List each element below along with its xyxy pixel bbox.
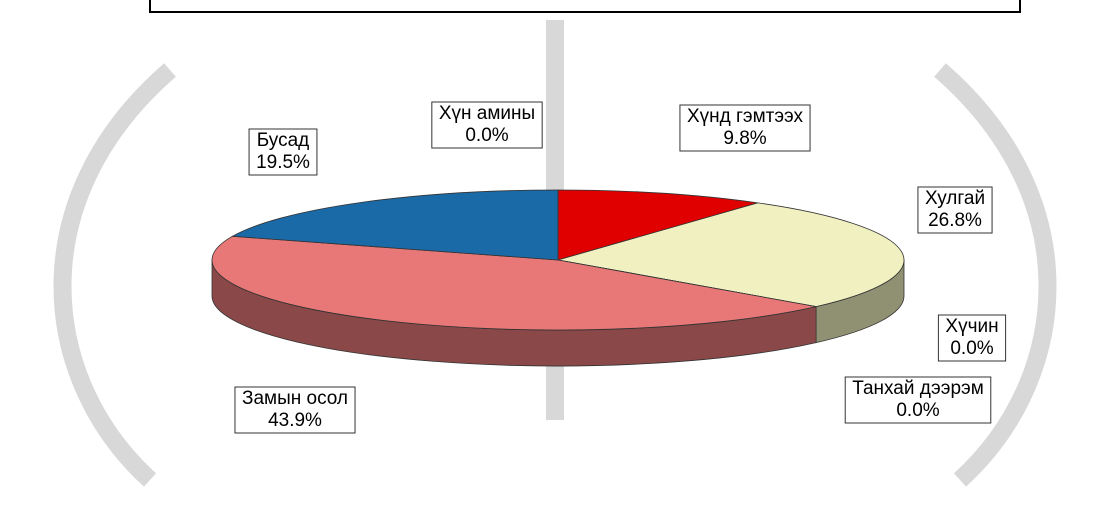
value-label: 0.0%: [896, 400, 939, 421]
value-label: 26.8%: [928, 210, 982, 231]
label-box: [679, 104, 811, 152]
slice-label: Хулгай: [925, 188, 985, 209]
value-label: 0.0%: [950, 338, 993, 359]
label-box: [917, 186, 993, 234]
wreath-right: [934, 63, 1057, 487]
label-box: [248, 128, 318, 176]
title-box: [149, 0, 1021, 13]
wreath-left: [53, 63, 176, 487]
value-label: 0.0%: [465, 125, 508, 146]
value-label: 9.8%: [723, 128, 766, 149]
slice-label: Замын осол: [242, 388, 348, 409]
label-box: [844, 376, 992, 424]
pie: [211, 189, 905, 367]
label-box: [431, 101, 543, 149]
slice-label: Хүчин: [945, 316, 998, 337]
slice-label: Бусад: [257, 130, 310, 151]
slice-label: Танхай дээрэм: [852, 378, 984, 399]
slice-label: Хүн амины: [439, 103, 535, 124]
label-box: [234, 386, 356, 434]
value-label: 19.5%: [256, 152, 310, 173]
slice: [557, 202, 905, 308]
label-box: [937, 314, 1007, 362]
slice: [231, 189, 559, 261]
slice: [211, 235, 817, 331]
value-label: 43.9%: [268, 410, 322, 431]
slice: [557, 189, 758, 261]
slice-label: Хүнд гэмтээх: [687, 106, 804, 127]
